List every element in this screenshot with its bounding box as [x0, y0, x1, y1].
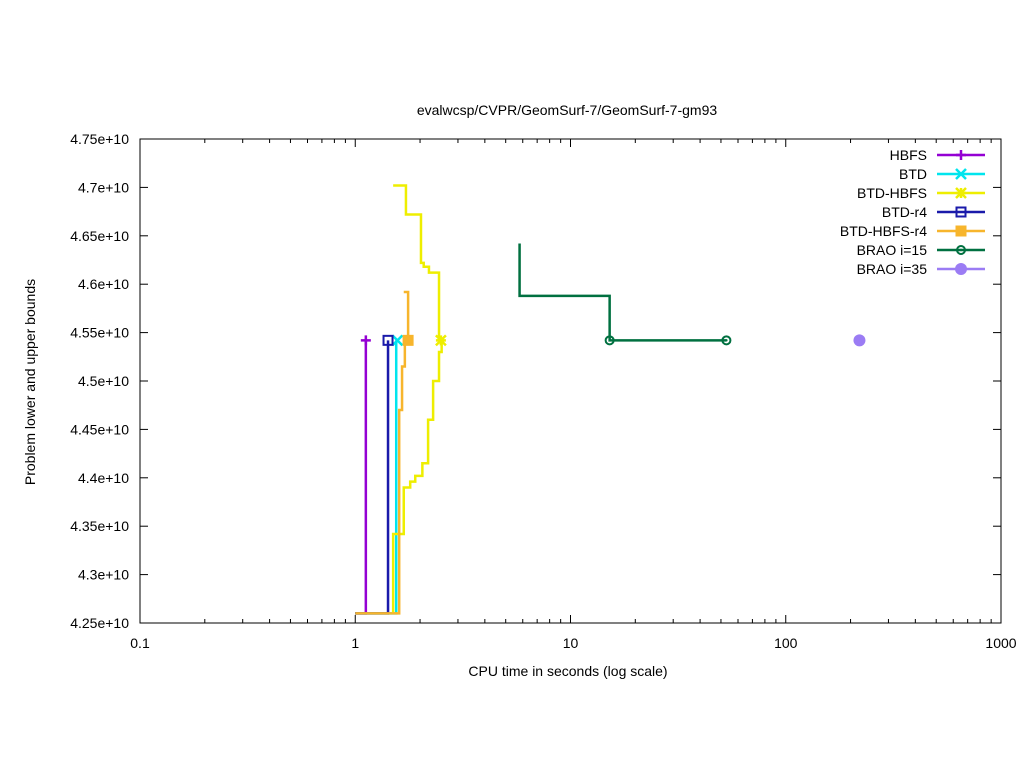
- chart-title: evalwcsp/CVPR/GeomSurf-7/GeomSurf-7-gm93: [417, 102, 718, 118]
- legend-marker: [955, 168, 967, 180]
- y-tick-label: 4.25e+10: [70, 615, 129, 631]
- legend: HBFS BTD BTD-HBFS BTD-r4 BTD-HBFS-r4 BRAO i=1…: [840, 147, 985, 277]
- plot-lines: [355, 184, 866, 615]
- series-marker-brao-i-35: [853, 334, 866, 347]
- y-tick-label: 4.5e+10: [78, 373, 129, 389]
- series-marker-brao-i-15: [604, 335, 615, 346]
- series-line-hbfs: [355, 340, 368, 615]
- y-axis-ticks: 4.25e+10 4.3e+10 4.35e+10 4.4e+10 4.45e+10 4.…: [70, 131, 1001, 631]
- legend-label: BTD-HBFS-r4: [840, 223, 927, 239]
- series-line-btd-hbfs: [391, 184, 443, 614]
- series-line-btd-hbfs-r4: [355, 290, 410, 615]
- x-axis-ticks: 0.1 1 10 100 1000: [130, 139, 1017, 651]
- legend-marker: [955, 263, 967, 275]
- legend-marker: [955, 187, 967, 199]
- legend-marker: [956, 150, 966, 160]
- series-marker-btd-hbfs-r4: [402, 334, 414, 346]
- series-marker-hbfs: [360, 335, 371, 346]
- series-line-btd-r4: [355, 340, 390, 615]
- y-tick-label: 4.55e+10: [70, 325, 129, 341]
- series-marker-btd: [391, 334, 404, 347]
- x-tick-label: 0.1: [130, 635, 150, 651]
- y-tick-label: 4.45e+10: [70, 421, 129, 437]
- y-tick-label: 4.35e+10: [70, 518, 129, 534]
- series-marker-btd-r4: [382, 334, 394, 346]
- legend-marker: [955, 225, 967, 237]
- y-tick-label: 4.7e+10: [78, 179, 129, 195]
- legend-marker: [956, 245, 966, 255]
- y-tick-label: 4.3e+10: [78, 567, 129, 583]
- legend-label: BRAO i=15: [857, 242, 928, 258]
- legend-label: BTD-r4: [882, 204, 927, 220]
- y-axis-label: Problem lower and upper bounds: [22, 279, 38, 485]
- y-tick-label: 4.65e+10: [70, 228, 129, 244]
- x-tick-label: 1000: [985, 635, 1016, 651]
- legend-label: BRAO i=35: [857, 261, 928, 277]
- series-line-btd: [355, 340, 398, 615]
- legend-label: HBFS: [890, 147, 927, 163]
- plot-frame: [139, 138, 1002, 624]
- legend-marker: [955, 206, 967, 218]
- y-tick-label: 4.75e+10: [70, 131, 129, 147]
- legend-label: BTD: [899, 166, 927, 182]
- y-tick-label: 4.6e+10: [78, 276, 129, 292]
- legend-label: BTD-HBFS: [857, 185, 927, 201]
- x-axis-label: CPU time in seconds (log scale): [468, 663, 667, 679]
- x-tick-label: 1: [351, 635, 359, 651]
- x-tick-label: 100: [774, 635, 798, 651]
- series-marker-brao-i-15: [721, 335, 732, 346]
- series-line-brao-i-15: [518, 243, 727, 342]
- x-tick-label: 10: [563, 635, 579, 651]
- y-tick-label: 4.4e+10: [78, 470, 129, 486]
- series-marker-btd-hbfs: [435, 334, 447, 347]
